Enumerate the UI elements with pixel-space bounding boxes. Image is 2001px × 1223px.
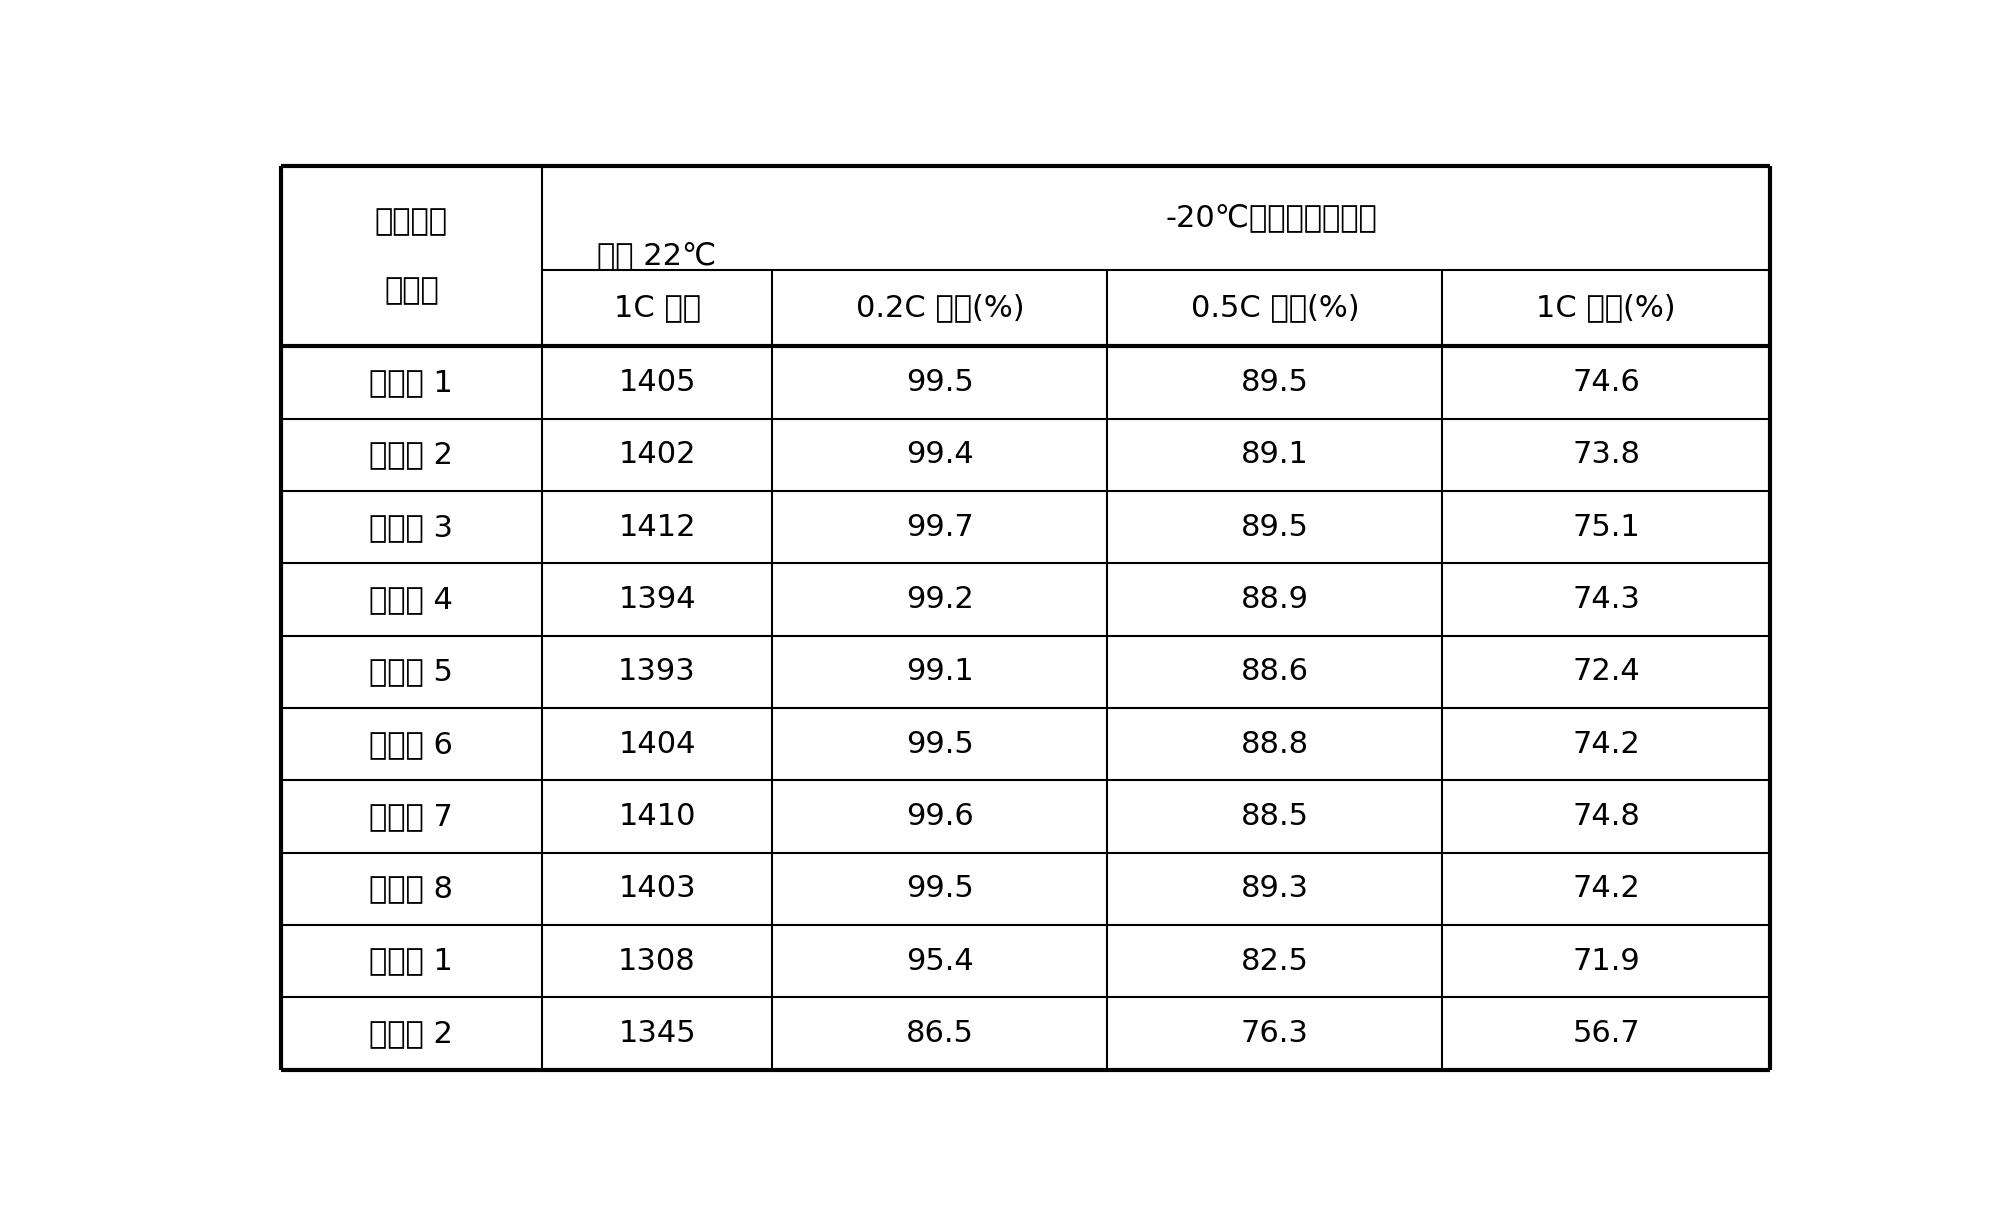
Text: 1C 容量: 1C 容量 (614, 294, 700, 323)
Text: 88.5: 88.5 (1241, 802, 1309, 830)
Text: 99.5: 99.5 (906, 730, 974, 758)
Text: 1412: 1412 (618, 512, 696, 542)
Text: 实施例 3: 实施例 3 (370, 512, 454, 542)
Text: 89.5: 89.5 (1241, 512, 1309, 542)
Text: 1403: 1403 (618, 874, 696, 904)
Text: 86.5: 86.5 (906, 1019, 974, 1048)
Text: 99.6: 99.6 (906, 802, 974, 830)
Text: 实施例或: 实施例或 (374, 207, 448, 236)
Text: -20℃条件下放电倍率: -20℃条件下放电倍率 (1165, 203, 1377, 232)
Text: 0.2C 倍率(%): 0.2C 倍率(%) (856, 294, 1025, 323)
Text: 73.8: 73.8 (1573, 440, 1641, 470)
Text: 1402: 1402 (618, 440, 696, 470)
Text: 99.1: 99.1 (906, 657, 974, 686)
Text: 1405: 1405 (618, 368, 696, 397)
Text: 56.7: 56.7 (1573, 1019, 1641, 1048)
Text: 89.3: 89.3 (1241, 874, 1309, 904)
Text: 99.4: 99.4 (906, 440, 974, 470)
Text: 对比例 1: 对比例 1 (370, 947, 454, 976)
Text: 1C 倍率(%): 1C 倍率(%) (1537, 294, 1677, 323)
Text: 99.7: 99.7 (906, 512, 974, 542)
Text: 1345: 1345 (618, 1019, 696, 1048)
Text: 实施例 1: 实施例 1 (370, 368, 454, 397)
Text: 1410: 1410 (618, 802, 696, 830)
Text: 75.1: 75.1 (1573, 512, 1641, 542)
Text: 89.5: 89.5 (1241, 368, 1309, 397)
Text: 76.3: 76.3 (1241, 1019, 1309, 1048)
Text: 88.6: 88.6 (1241, 657, 1309, 686)
Text: 1394: 1394 (618, 585, 696, 614)
Text: 实施例 2: 实施例 2 (370, 440, 454, 470)
Text: 89.1: 89.1 (1241, 440, 1309, 470)
Text: 实施例 8: 实施例 8 (370, 874, 454, 904)
Text: 82.5: 82.5 (1241, 947, 1309, 976)
Text: 99.2: 99.2 (906, 585, 974, 614)
Text: 1308: 1308 (618, 947, 696, 976)
Text: 74.6: 74.6 (1573, 368, 1641, 397)
Text: 0.5C 倍率(%): 0.5C 倍率(%) (1191, 294, 1359, 323)
Text: 88.8: 88.8 (1241, 730, 1309, 758)
Text: 实施例 6: 实施例 6 (370, 730, 454, 758)
Text: 1393: 1393 (618, 657, 696, 686)
Text: 95.4: 95.4 (906, 947, 974, 976)
Text: 对比例: 对比例 (384, 276, 438, 305)
Text: 实施例 4: 实施例 4 (370, 585, 454, 614)
Text: 99.5: 99.5 (906, 368, 974, 397)
Text: 74.3: 74.3 (1573, 585, 1641, 614)
Text: 74.2: 74.2 (1573, 874, 1641, 904)
Text: 实施例 7: 实施例 7 (370, 802, 454, 830)
Text: 1404: 1404 (618, 730, 696, 758)
Text: 对比例 2: 对比例 2 (370, 1019, 454, 1048)
Text: 71.9: 71.9 (1573, 947, 1641, 976)
Text: 88.9: 88.9 (1241, 585, 1309, 614)
Text: 74.2: 74.2 (1573, 730, 1641, 758)
Text: 实施例 5: 实施例 5 (370, 657, 454, 686)
Text: 室温 22℃: 室温 22℃ (598, 241, 716, 270)
Text: 99.5: 99.5 (906, 874, 974, 904)
Text: 74.8: 74.8 (1573, 802, 1641, 830)
Text: 72.4: 72.4 (1573, 657, 1641, 686)
